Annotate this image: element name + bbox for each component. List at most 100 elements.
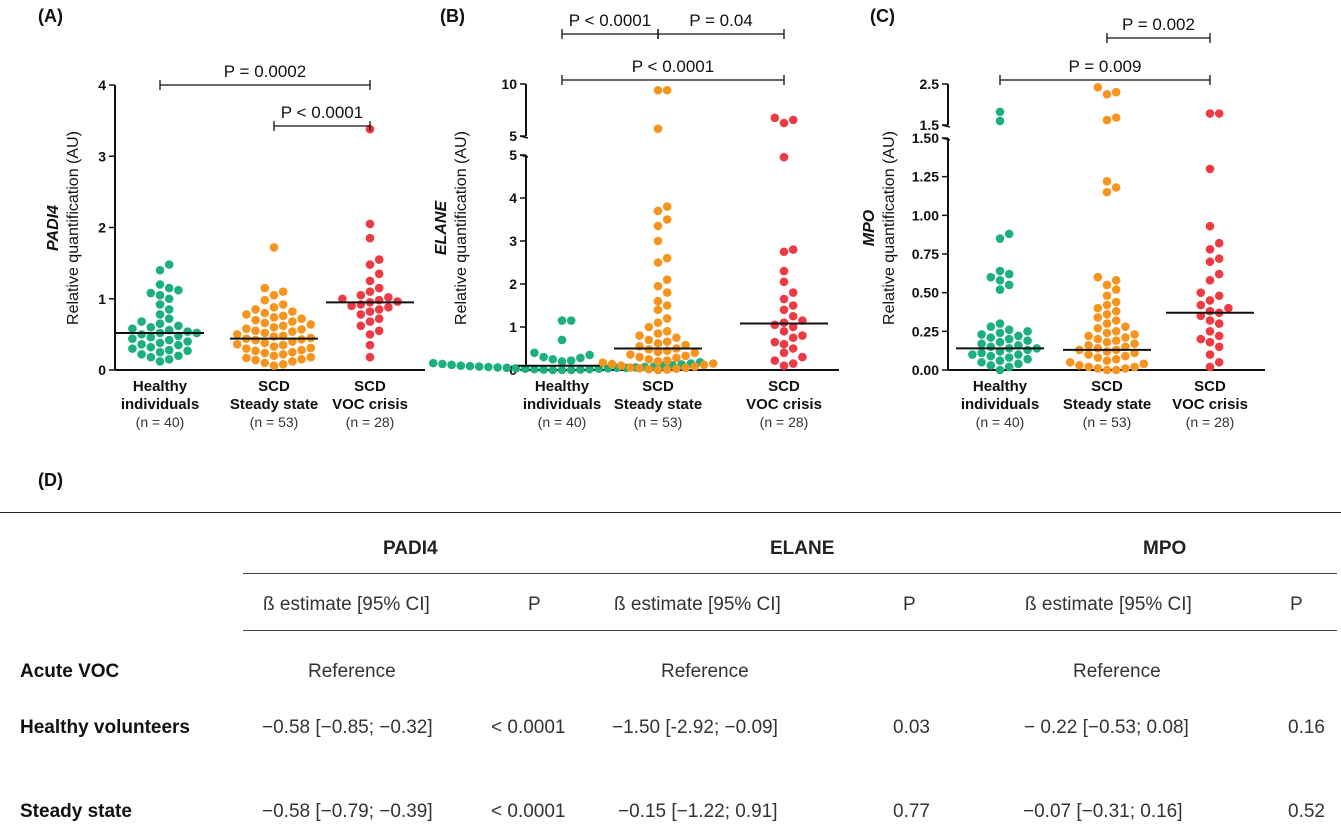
data-point bbox=[986, 272, 996, 282]
data-point bbox=[681, 340, 690, 350]
data-point bbox=[616, 361, 626, 371]
data-point bbox=[672, 364, 681, 374]
data-point bbox=[662, 215, 672, 224]
data-point bbox=[1093, 334, 1103, 344]
data-point bbox=[566, 316, 576, 325]
significance-label: P = 0.009 bbox=[1069, 57, 1142, 76]
data-point bbox=[260, 328, 270, 338]
category-label: VOC crisis bbox=[332, 396, 408, 413]
y-axis-gene-label: MPO bbox=[861, 209, 878, 246]
data-point bbox=[995, 285, 1005, 294]
data-point bbox=[288, 307, 297, 316]
data-point bbox=[779, 327, 789, 336]
data-point bbox=[788, 333, 798, 343]
data-point bbox=[1084, 331, 1093, 341]
data-point bbox=[1205, 350, 1215, 359]
data-point bbox=[653, 124, 663, 134]
data-point bbox=[128, 344, 137, 353]
data-point bbox=[644, 335, 654, 345]
data-point bbox=[288, 347, 297, 357]
data-point bbox=[788, 301, 798, 310]
data-point bbox=[297, 314, 306, 324]
data-point bbox=[365, 219, 375, 229]
data-point bbox=[1093, 313, 1103, 322]
data-point bbox=[1205, 296, 1215, 305]
data-point bbox=[1102, 319, 1112, 328]
data-point bbox=[1004, 280, 1014, 290]
data-point bbox=[1111, 354, 1121, 364]
data-point bbox=[456, 361, 466, 371]
data-point bbox=[557, 335, 567, 345]
data-point bbox=[1205, 362, 1215, 372]
data-point bbox=[653, 296, 663, 306]
data-point bbox=[269, 342, 279, 351]
data-point bbox=[174, 321, 183, 331]
data-point bbox=[662, 202, 672, 211]
subheader-estimate-mpo: ß estimate [95% CI] bbox=[1025, 594, 1192, 615]
data-point bbox=[183, 337, 192, 346]
y-tick-label: 1.25 bbox=[912, 169, 939, 185]
group-header-padi4: PADI4 bbox=[383, 538, 438, 559]
subheader-p-elane: P bbox=[903, 594, 916, 615]
data-point bbox=[995, 337, 1005, 347]
data-point bbox=[232, 340, 242, 349]
data-point bbox=[779, 247, 789, 257]
data-point bbox=[1121, 364, 1130, 373]
data-point bbox=[260, 358, 270, 368]
data-point bbox=[995, 266, 1005, 276]
data-point bbox=[1111, 87, 1121, 97]
data-point bbox=[137, 317, 146, 326]
group-header-elane: ELANE bbox=[770, 538, 835, 559]
data-point bbox=[779, 339, 789, 349]
data-point bbox=[653, 85, 663, 95]
data-point bbox=[708, 359, 718, 368]
y-tick-label: 5 bbox=[509, 147, 517, 163]
data-point bbox=[1102, 291, 1112, 301]
data-point bbox=[278, 360, 288, 369]
data-point bbox=[1093, 353, 1103, 362]
data-point bbox=[365, 276, 375, 286]
data-point bbox=[779, 277, 789, 287]
data-point bbox=[269, 322, 279, 332]
data-point bbox=[1004, 229, 1014, 239]
data-point bbox=[251, 346, 260, 356]
data-point bbox=[530, 348, 539, 358]
y-tick-label: 0.50 bbox=[912, 285, 939, 301]
data-point bbox=[1093, 303, 1103, 313]
y-tick-label: 1.00 bbox=[912, 207, 939, 223]
y-tick-label: 2 bbox=[509, 276, 517, 292]
y-tick-label: 1 bbox=[98, 291, 106, 307]
group-header-rule bbox=[243, 573, 1337, 574]
category-label: Healthy bbox=[535, 378, 590, 395]
data-point bbox=[128, 334, 137, 343]
y-tick-label: 4 bbox=[98, 77, 106, 93]
data-point bbox=[995, 234, 1005, 243]
table-cell: −1.50 [-2.92; −0.09] bbox=[612, 717, 778, 738]
y-tick-label: 1.50 bbox=[912, 130, 939, 146]
data-point bbox=[288, 357, 297, 366]
data-point bbox=[1214, 342, 1224, 352]
data-point bbox=[174, 340, 183, 350]
panel-label: (B) bbox=[440, 6, 465, 26]
data-point bbox=[986, 351, 996, 361]
table-cell: 0.52 bbox=[1288, 801, 1325, 822]
data-point bbox=[576, 365, 585, 374]
data-point bbox=[297, 345, 306, 355]
data-point bbox=[653, 347, 663, 357]
data-point bbox=[995, 356, 1005, 366]
data-point bbox=[356, 310, 366, 319]
data-point bbox=[269, 303, 279, 312]
data-point bbox=[288, 327, 297, 336]
data-point bbox=[1111, 316, 1121, 325]
data-point bbox=[374, 283, 384, 293]
data-point bbox=[260, 318, 270, 328]
data-point bbox=[779, 118, 789, 128]
data-point bbox=[662, 356, 672, 365]
data-point bbox=[356, 321, 366, 331]
data-point bbox=[1214, 291, 1224, 301]
data-point bbox=[164, 294, 174, 304]
category-label: individuals bbox=[961, 396, 1039, 413]
data-point bbox=[977, 357, 986, 367]
data-point bbox=[365, 352, 375, 362]
